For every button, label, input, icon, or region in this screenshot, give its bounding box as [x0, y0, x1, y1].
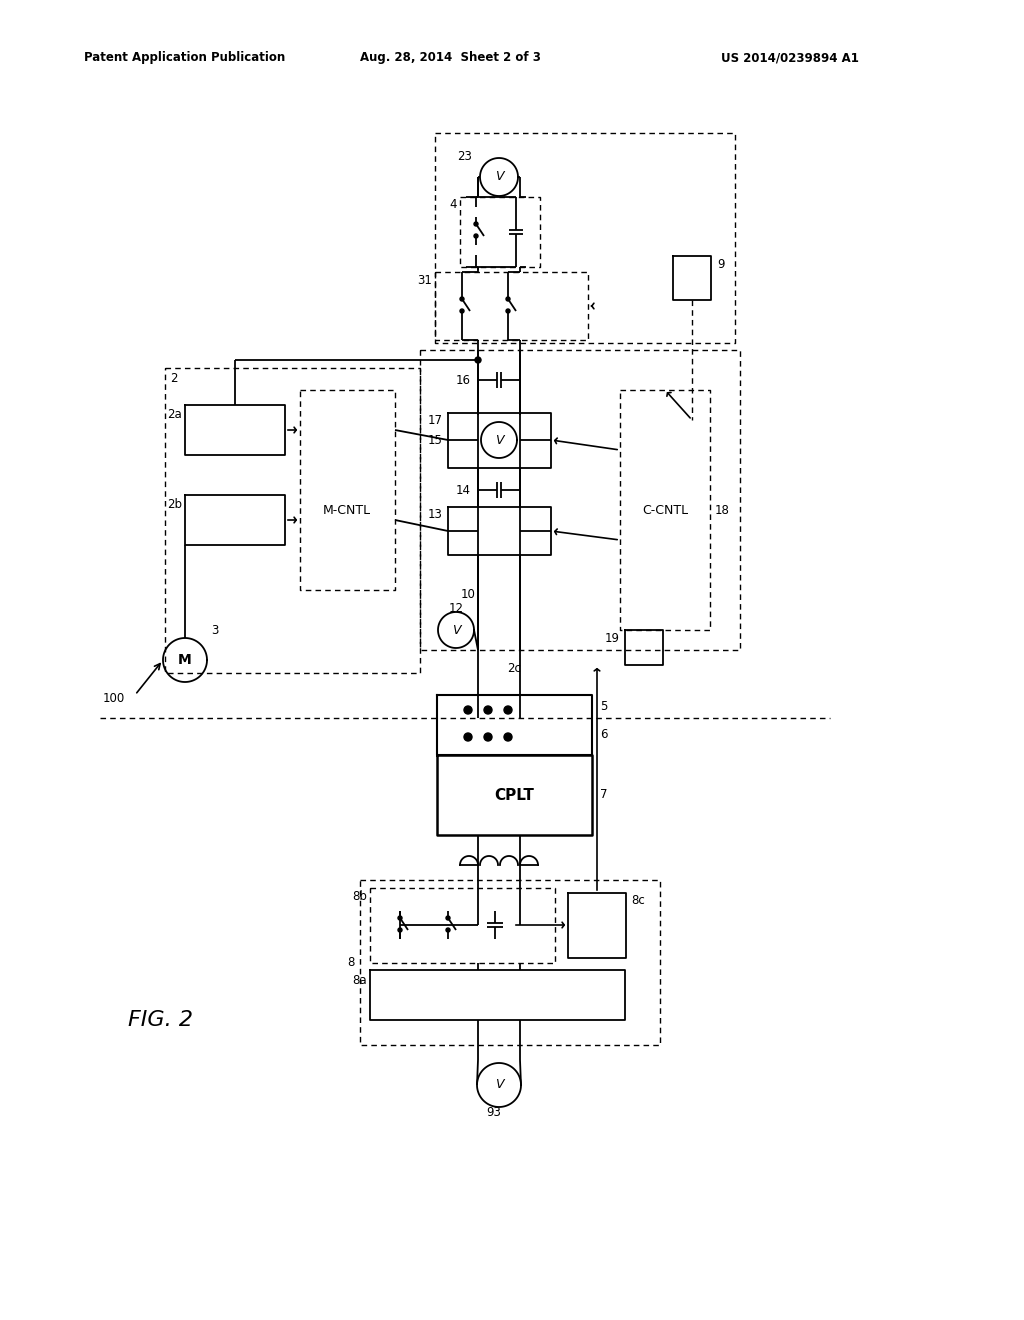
- Circle shape: [475, 356, 481, 363]
- Text: V: V: [495, 170, 503, 183]
- Text: V: V: [495, 433, 503, 446]
- Text: Patent Application Publication: Patent Application Publication: [84, 51, 286, 65]
- Circle shape: [474, 234, 478, 238]
- Text: M-CNTL: M-CNTL: [323, 503, 371, 516]
- Text: 8b: 8b: [352, 890, 367, 903]
- Text: 17: 17: [428, 414, 443, 428]
- Text: 2c: 2c: [507, 661, 521, 675]
- Text: 19: 19: [605, 631, 620, 644]
- Circle shape: [398, 928, 402, 932]
- Circle shape: [398, 916, 402, 920]
- Text: 8c: 8c: [631, 895, 645, 908]
- Circle shape: [504, 733, 512, 741]
- Text: 23: 23: [457, 150, 472, 164]
- Circle shape: [506, 309, 510, 313]
- Text: 13: 13: [428, 508, 443, 521]
- Text: US 2014/0239894 A1: US 2014/0239894 A1: [721, 51, 859, 65]
- Circle shape: [464, 706, 472, 714]
- Text: M: M: [178, 653, 191, 667]
- Circle shape: [484, 706, 492, 714]
- Text: 16: 16: [456, 374, 471, 387]
- Text: V: V: [452, 623, 460, 636]
- Text: 15: 15: [428, 433, 443, 446]
- Text: 8: 8: [347, 956, 355, 969]
- Text: 2b: 2b: [167, 499, 182, 511]
- Text: 3: 3: [211, 623, 219, 636]
- Circle shape: [504, 706, 512, 714]
- Text: 18: 18: [715, 503, 730, 516]
- Text: 100: 100: [102, 692, 125, 705]
- Circle shape: [460, 309, 464, 313]
- Text: 2: 2: [170, 371, 177, 384]
- Text: 7: 7: [600, 788, 607, 801]
- Text: 4: 4: [450, 198, 457, 211]
- Text: 2a: 2a: [167, 408, 182, 421]
- Text: 14: 14: [456, 483, 471, 496]
- Text: CPLT: CPLT: [494, 788, 534, 803]
- Circle shape: [446, 928, 450, 932]
- Text: C-CNTL: C-CNTL: [642, 503, 688, 516]
- Text: 31: 31: [417, 273, 432, 286]
- Circle shape: [460, 297, 464, 301]
- Circle shape: [446, 916, 450, 920]
- Text: 6: 6: [600, 729, 607, 742]
- Text: Aug. 28, 2014  Sheet 2 of 3: Aug. 28, 2014 Sheet 2 of 3: [359, 51, 541, 65]
- Text: 8a: 8a: [352, 974, 367, 986]
- Text: V: V: [495, 1078, 503, 1092]
- Circle shape: [506, 297, 510, 301]
- Text: 12: 12: [449, 602, 464, 615]
- Circle shape: [484, 733, 492, 741]
- Circle shape: [464, 733, 472, 741]
- Text: 93: 93: [486, 1106, 502, 1119]
- Text: 9: 9: [717, 257, 725, 271]
- Text: 10: 10: [461, 589, 476, 602]
- Text: FIG. 2: FIG. 2: [128, 1010, 193, 1030]
- Text: 5: 5: [600, 701, 607, 714]
- Circle shape: [474, 222, 478, 226]
